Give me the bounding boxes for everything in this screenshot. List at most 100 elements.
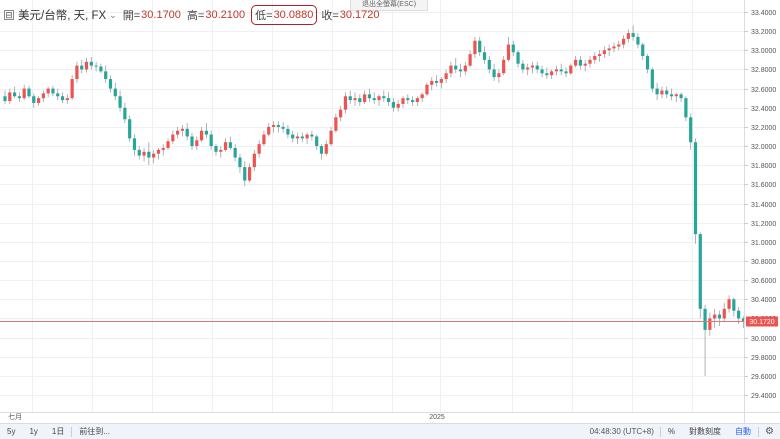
candle-body xyxy=(123,107,127,120)
candle-body xyxy=(372,98,376,101)
log-scale-button[interactable]: 對數刻度 xyxy=(689,427,722,436)
candle-body xyxy=(463,65,467,72)
exit-fullscreen-tooltip[interactable]: 退出全螢幕(ESC) xyxy=(350,0,428,11)
candle-body xyxy=(252,153,256,168)
candle-body xyxy=(708,318,712,330)
y-tick-label: 32.8000 xyxy=(751,67,776,74)
candle-body xyxy=(415,98,419,103)
candle-body xyxy=(717,314,722,319)
range-5y-button[interactable]: 5y xyxy=(7,427,16,436)
candle-body xyxy=(698,234,702,309)
candle-body xyxy=(521,63,525,70)
symbol-title[interactable]: 美元/台幣, 天, FX xyxy=(18,10,107,22)
gear-icon[interactable]: ⚙ xyxy=(765,426,774,437)
candle-body xyxy=(324,144,328,154)
candle-body xyxy=(190,136,194,147)
candle-body xyxy=(276,124,280,127)
y-tick-label: 30.8000 xyxy=(751,259,776,266)
range-1d-button[interactable]: 1日 xyxy=(51,427,65,436)
goto-date-button[interactable]: 前往到... xyxy=(79,427,111,436)
chart-legend: ⊟ 美元/台幣, 天, FX ⌄ 開= 30.1700 高= 30.2100 低… xyxy=(4,5,386,25)
candle-body xyxy=(17,96,21,99)
candle-body xyxy=(569,65,573,74)
candle-body xyxy=(199,130,204,141)
candle-body xyxy=(621,38,626,45)
price-chart[interactable]: 33.4000 33.2000 33.0000 32.8000 32.6000 32.40… xyxy=(0,0,780,423)
candle-body xyxy=(32,96,36,103)
candle-body xyxy=(454,65,458,70)
candle-body xyxy=(27,88,31,97)
auto-scale-button[interactable]: 自動 xyxy=(735,427,752,436)
candle-body xyxy=(574,59,578,66)
candle-body xyxy=(132,138,137,150)
candle-body xyxy=(540,69,544,74)
candle-body xyxy=(722,308,726,319)
candle-body xyxy=(468,54,472,66)
candle-body xyxy=(406,98,410,101)
candle-body xyxy=(458,69,463,72)
candle-body xyxy=(214,146,218,152)
candle-body xyxy=(12,92,17,97)
price-axis[interactable]: 33.4000 33.2000 33.0000 32.8000 32.6000 32.40… xyxy=(744,10,776,400)
candle-body xyxy=(631,33,635,37)
candle-body xyxy=(358,98,362,103)
y-tick-label: 31.8000 xyxy=(751,163,776,170)
candle-body xyxy=(257,144,261,154)
low-value: 30.0880 xyxy=(273,9,314,21)
chart-background xyxy=(0,0,780,423)
candle-body xyxy=(180,128,185,131)
candle-body xyxy=(128,119,132,139)
chevron-down-icon[interactable]: ⌄ xyxy=(109,9,117,20)
candle-body xyxy=(559,69,563,72)
candle-body xyxy=(545,73,549,76)
candle-body xyxy=(22,88,26,99)
candle-body xyxy=(492,69,496,78)
collapse-legend-icon[interactable]: ⊟ xyxy=(4,9,14,20)
y-tick-label: 30.4000 xyxy=(751,297,776,304)
clock-readout[interactable]: 04:48:30 (UTC+8) xyxy=(589,427,654,436)
candle-body xyxy=(291,134,295,139)
candle-body xyxy=(655,88,659,95)
candle-body xyxy=(554,69,559,72)
candle-body xyxy=(367,94,372,99)
candle-body xyxy=(228,142,232,148)
candle-body xyxy=(564,71,568,74)
candle-body xyxy=(113,88,117,97)
candle-body xyxy=(152,153,156,158)
candle-body xyxy=(334,117,338,131)
candle-body xyxy=(286,128,290,135)
candle-body xyxy=(51,88,55,94)
candle-body xyxy=(473,40,477,55)
candle-body xyxy=(161,147,165,150)
candle-body xyxy=(511,44,515,53)
candle-body xyxy=(262,134,266,145)
y-tick-label: 32.6000 xyxy=(751,87,776,94)
candle-body xyxy=(99,66,103,72)
last-price-label: 30.1720 xyxy=(749,319,774,326)
candle-body xyxy=(80,65,84,70)
candle-body xyxy=(727,299,731,309)
candle-body xyxy=(94,65,98,67)
candle-body xyxy=(75,65,79,80)
toolbar-divider xyxy=(71,426,73,437)
candle-body xyxy=(444,73,448,80)
candle-body xyxy=(233,147,237,158)
candle-body xyxy=(343,96,348,110)
candle-body xyxy=(108,79,113,89)
candle-body xyxy=(176,130,180,135)
toolbar-divider xyxy=(659,426,661,437)
candle-body xyxy=(410,100,415,103)
candle-body xyxy=(247,167,252,181)
candle-body xyxy=(535,65,539,70)
percent-scale-button[interactable]: % xyxy=(667,427,676,436)
range-1y-button[interactable]: 1y xyxy=(29,427,38,436)
candles-group xyxy=(3,25,746,376)
candle-body xyxy=(195,140,199,147)
candle-body xyxy=(118,96,122,108)
candle-body xyxy=(223,142,228,150)
candle-body xyxy=(502,59,506,74)
candle-body xyxy=(185,128,189,137)
candle-body xyxy=(617,44,621,47)
time-axis[interactable]: 七月 2025 xyxy=(8,412,445,421)
candle-body xyxy=(684,98,688,118)
